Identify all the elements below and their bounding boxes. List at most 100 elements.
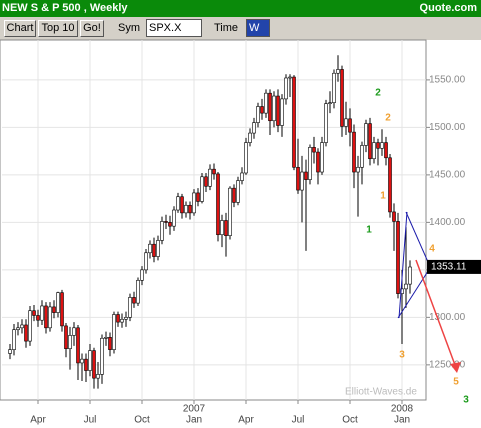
y-tick-label: 1250.00 (429, 359, 466, 370)
candle-body (244, 142, 248, 174)
candle-body (252, 122, 256, 134)
x-tick-label: Jan (394, 415, 410, 426)
candle-body (400, 288, 404, 294)
wave-label: 2 (385, 113, 391, 124)
wave-label: 2 (375, 88, 381, 99)
wave-label: 1 (380, 191, 386, 202)
candle-body (32, 310, 36, 316)
candle-body (172, 209, 176, 227)
candle-body (328, 102, 332, 104)
x-tick-label: Jan (186, 415, 202, 426)
wave-label: 3 (399, 350, 405, 361)
candle-body (408, 266, 412, 285)
candle-body (324, 103, 328, 143)
candle-body (152, 243, 156, 257)
x-tick-label: Apr (238, 415, 254, 426)
candle-body (120, 318, 124, 323)
candle-body (312, 147, 316, 153)
wave-label: 5 (453, 377, 459, 388)
x-tick-label: Oct (134, 415, 150, 426)
candle-body (352, 131, 356, 173)
candle-body (404, 283, 408, 290)
candle-body (48, 306, 52, 329)
candle-body (288, 76, 292, 79)
x-tick-label: Apr (30, 415, 46, 426)
candle-body (40, 305, 44, 321)
candle-body (392, 211, 396, 222)
candle-body (320, 142, 324, 173)
trend-line (398, 211, 408, 319)
candle-body (12, 329, 16, 350)
wave-label: 3 (463, 395, 469, 406)
candle-body (280, 98, 284, 126)
button[interactable]: Go! (80, 20, 104, 37)
candle-body (344, 118, 348, 127)
candle-body (360, 145, 364, 168)
candle-body (116, 314, 120, 323)
candle-body (136, 280, 140, 304)
candle-body (164, 221, 168, 223)
trend-line (397, 267, 431, 319)
candle-body (340, 69, 344, 127)
candle-body (112, 314, 116, 350)
interval-select[interactable]: W (246, 19, 270, 37)
candle-body (192, 192, 196, 214)
candle-body (148, 243, 152, 254)
candle-body (124, 317, 128, 320)
symbol-input[interactable]: SPX.X (146, 19, 202, 37)
candle-body (212, 168, 216, 175)
candle-body (396, 221, 400, 294)
wave-label: 4 (429, 244, 435, 255)
candle-body (308, 147, 312, 180)
candle-body (316, 151, 320, 173)
candle-body (140, 269, 144, 281)
candle-body (188, 204, 192, 214)
candle-body (356, 166, 360, 173)
candle-body (68, 335, 72, 350)
candle-body (220, 220, 224, 236)
wave-label: 1 (366, 225, 372, 236)
candle-body (56, 292, 60, 313)
candle-body (332, 72, 336, 103)
candle-body (200, 176, 204, 202)
toolbar: Chart Top 10 Go! Sym SPX.X Time W (0, 17, 481, 40)
title-bar: NEW S & P 500 , Weekly Quote.com (0, 0, 481, 17)
candle-body (284, 77, 288, 100)
candle-body (272, 95, 276, 122)
candle-body (372, 142, 376, 160)
y-tick-label: 1300.00 (429, 312, 466, 323)
candle-body (224, 220, 228, 236)
candle-body (204, 176, 208, 187)
button[interactable]: Top 10 (38, 20, 78, 37)
last-price-box (427, 259, 481, 274)
year-label: 2007 (183, 404, 206, 415)
candle-body (92, 350, 96, 379)
candle-body (132, 297, 136, 304)
candle-body (128, 297, 132, 318)
candle-body (184, 204, 188, 214)
candle-body (208, 168, 212, 187)
candle-body (168, 222, 172, 227)
candle-body (364, 123, 368, 146)
candle-body (28, 310, 32, 342)
y-tick-label: 1550.00 (429, 75, 466, 86)
candle-body (376, 142, 380, 149)
candle-body (76, 327, 80, 364)
candle-body (16, 327, 20, 331)
year-label: 2008 (391, 404, 414, 415)
candle-body (348, 118, 352, 133)
x-tick-label: Jul (84, 415, 97, 426)
candle-body (24, 324, 28, 342)
candle-body (368, 123, 372, 160)
candle-body (52, 306, 56, 313)
brand: Quote.com (419, 2, 477, 14)
button[interactable]: Chart (4, 20, 36, 37)
candle-body (260, 106, 264, 114)
candle-body (240, 172, 244, 181)
candle-body (264, 92, 268, 114)
candle-body (60, 292, 64, 327)
time-label: Time (214, 22, 239, 34)
candle-body (196, 192, 200, 202)
last-price: 1353.11 (431, 262, 467, 273)
